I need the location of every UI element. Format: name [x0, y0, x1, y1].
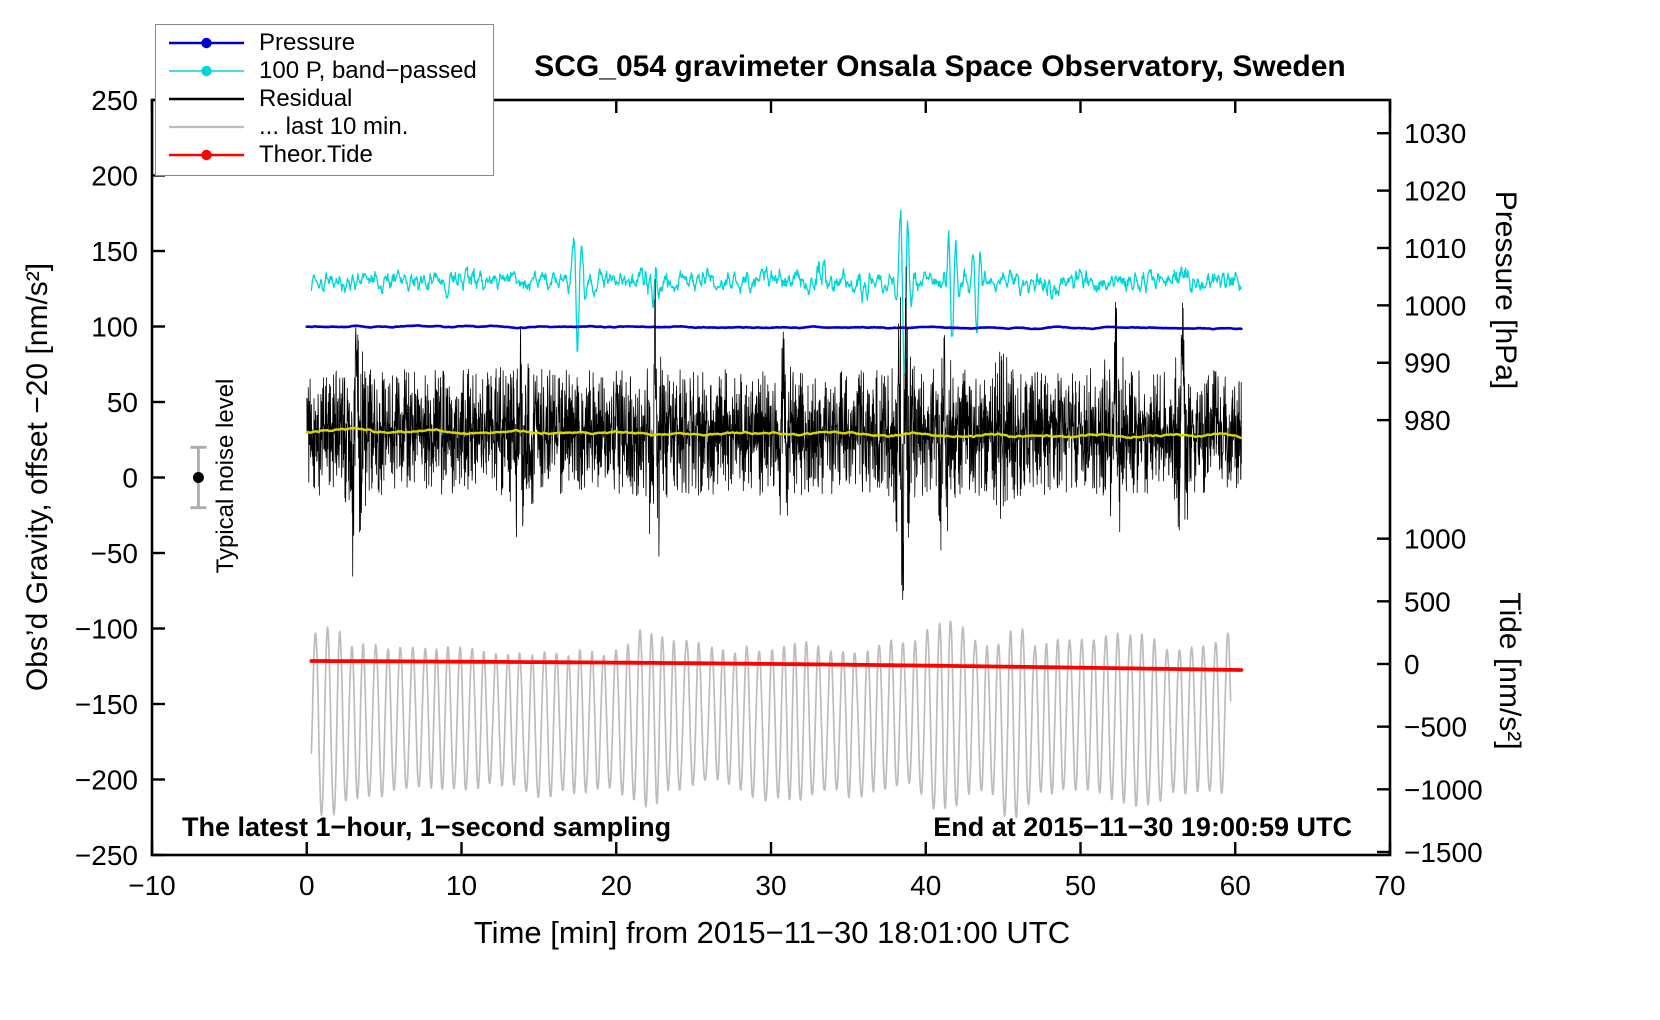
series-residual	[306, 266, 1242, 600]
legend-item-label: 100 P, band−passed	[259, 57, 477, 84]
pressure-axis-label: Pressure [hPa]	[1489, 190, 1522, 390]
legend-item-label: Pressure	[259, 29, 356, 56]
tide-axis-label: Tide [nm/s²]	[1493, 592, 1526, 750]
series-residual-last10min	[310, 620, 1232, 819]
legend: Pressure 100 P, band−passed Residual... la…	[155, 24, 494, 176]
x-tick-label: −10	[128, 870, 176, 901]
x-tick-label: 70	[1374, 870, 1405, 901]
end-time-note: End at 2015−11−30 19:00:59 UTC	[933, 812, 1352, 842]
legend-item-label: Theor.Tide	[259, 141, 373, 168]
x-tick-label: 40	[910, 870, 941, 901]
series-pressure	[305, 324, 1243, 331]
legend-item-0: Pressure	[164, 29, 477, 57]
series-residual-smoothed	[305, 426, 1243, 440]
y-right-tick-label: 500	[1404, 586, 1451, 617]
legend-swatch-icon	[169, 65, 244, 77]
x-tick-label: 20	[601, 870, 632, 901]
y-right-tick-label: 0	[1404, 649, 1420, 680]
y-left-tick-label: 200	[91, 161, 138, 192]
legend-item-3: ... last 10 min.	[164, 113, 477, 141]
y-left-tick-label: 50	[107, 387, 138, 418]
chart-title: SCG_054 gravimeter Onsala Space Observat…	[534, 50, 1346, 83]
y-left-tick-label: −200	[75, 765, 138, 796]
y-right-tick-label: 1000	[1404, 290, 1466, 321]
y-left-tick-label: 150	[91, 236, 138, 267]
legend-item-label: Residual	[259, 85, 353, 112]
y-right-tick-label: −1000	[1404, 774, 1483, 805]
legend-item-2: Residual	[164, 85, 477, 113]
noise-dot	[192, 472, 204, 483]
y-right-tick-label: 980	[1404, 405, 1451, 436]
y-left-tick-label: 250	[91, 85, 138, 116]
y-left-tick-label: −50	[91, 538, 139, 569]
y-right-tick-label: −1500	[1404, 837, 1483, 868]
x-tick-label: 60	[1220, 870, 1251, 901]
y-right-tick-label: 1000	[1404, 524, 1466, 555]
y-right-tick-label: 990	[1404, 348, 1451, 379]
left-y-axis-label: Obs’d Gravity, offset −20 [nm/s²]	[21, 262, 54, 692]
sampling-note: The latest 1−hour, 1−second sampling	[182, 812, 672, 842]
legend-swatch-icon	[169, 149, 244, 161]
y-right-tick-label: 1030	[1404, 118, 1466, 149]
y-left-tick-label: 0	[122, 463, 138, 494]
series-theor-tide	[309, 659, 1244, 672]
y-left-tick-label: −100	[75, 614, 138, 645]
x-tick-label: 30	[755, 870, 786, 901]
x-tick-label: 10	[446, 870, 477, 901]
y-left-tick-label: 100	[91, 312, 138, 343]
y-left-tick-label: −150	[75, 689, 138, 720]
y-right-tick-label: 1010	[1404, 233, 1466, 264]
legend-item-4: Theor.Tide	[164, 141, 477, 169]
legend-swatch-icon	[169, 97, 244, 101]
x-axis-label: Time [min] from 2015−11−30 18:01:00 UTC	[473, 915, 1071, 950]
legend-swatch-icon	[169, 37, 244, 49]
legend-swatch-icon	[169, 125, 244, 129]
x-tick-label: 50	[1065, 870, 1096, 901]
series-pressure-band-passed	[310, 209, 1243, 376]
noise-level-label: Typical noise level	[212, 378, 239, 574]
y-right-tick-label: 1020	[1404, 176, 1466, 207]
y-left-tick-label: −250	[75, 840, 138, 871]
x-tick-label: 0	[299, 870, 315, 901]
legend-item-label: ... last 10 min.	[259, 113, 409, 140]
y-right-tick-label: −500	[1404, 712, 1467, 743]
legend-item-1: 100 P, band−passed	[164, 57, 477, 85]
